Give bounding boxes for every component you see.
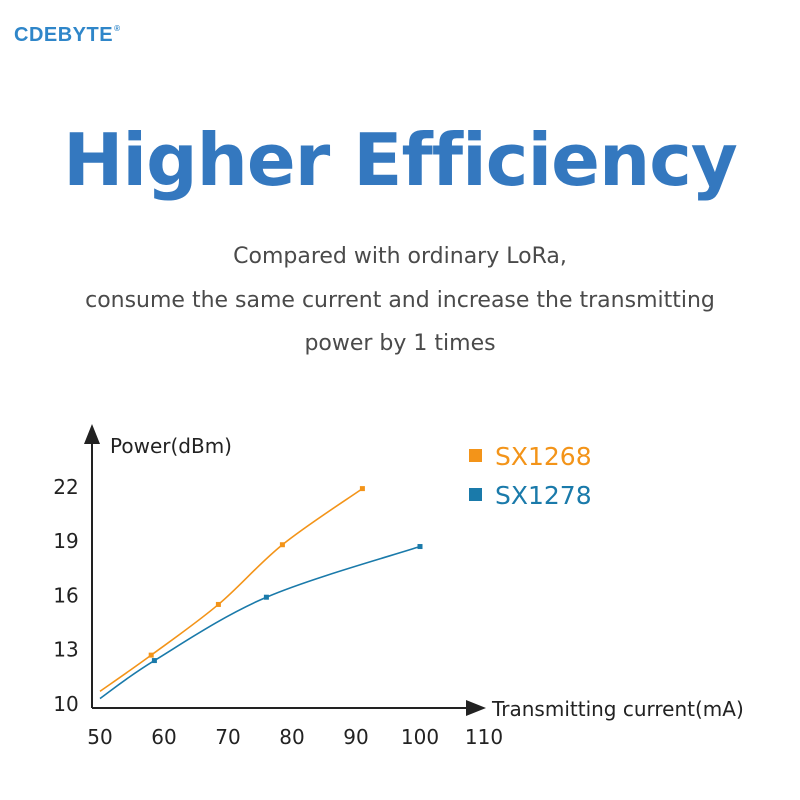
data-point-sx1278 xyxy=(263,594,269,600)
data-point-sx1278 xyxy=(417,544,423,550)
series-line-sx1278 xyxy=(99,545,421,700)
legend-swatch-sx1268 xyxy=(469,449,482,462)
x-tick-label: 50 xyxy=(87,725,112,749)
series-line-sx1268 xyxy=(99,487,363,692)
data-point-sx1268 xyxy=(359,486,365,492)
y-tick-label: 22 xyxy=(53,475,78,499)
headline: Higher Efficiency xyxy=(63,118,738,202)
legend-swatch-sx1278 xyxy=(469,488,482,501)
legend-label-sx1268: SX1268 xyxy=(495,442,592,471)
y-tick-label: 13 xyxy=(53,638,78,662)
x-axis-label: Transmitting current(mA) xyxy=(491,697,744,721)
x-tick-label: 100 xyxy=(401,725,439,749)
data-point-sx1268 xyxy=(215,601,221,607)
legend-label-sx1278: SX1278 xyxy=(495,481,592,510)
subtitle-line-3: power by 1 times xyxy=(304,331,496,356)
x-tick-label: 70 xyxy=(215,725,240,749)
x-tick-label: 90 xyxy=(343,725,368,749)
data-point-sx1278 xyxy=(151,658,157,664)
brand-logo: CDEBYTE® xyxy=(14,24,120,47)
x-tick-label: 80 xyxy=(279,725,304,749)
y-tick-label: 10 xyxy=(53,692,78,716)
y-axis-label: Power(dBm) xyxy=(110,434,232,458)
brand-name: CDEBYTE xyxy=(14,24,114,46)
x-tick-label: 110 xyxy=(465,725,503,749)
x-tick-label: 60 xyxy=(151,725,176,749)
subtitle-line-2: consume the same current and increase th… xyxy=(85,288,715,313)
y-tick-label: 16 xyxy=(53,583,78,607)
subtitle-line-1: Compared with ordinary LoRa, xyxy=(233,244,567,269)
y-tick-label: 19 xyxy=(53,529,78,553)
data-point-sx1268 xyxy=(148,652,154,658)
registered-mark: ® xyxy=(114,24,121,33)
data-point-sx1268 xyxy=(279,542,285,548)
